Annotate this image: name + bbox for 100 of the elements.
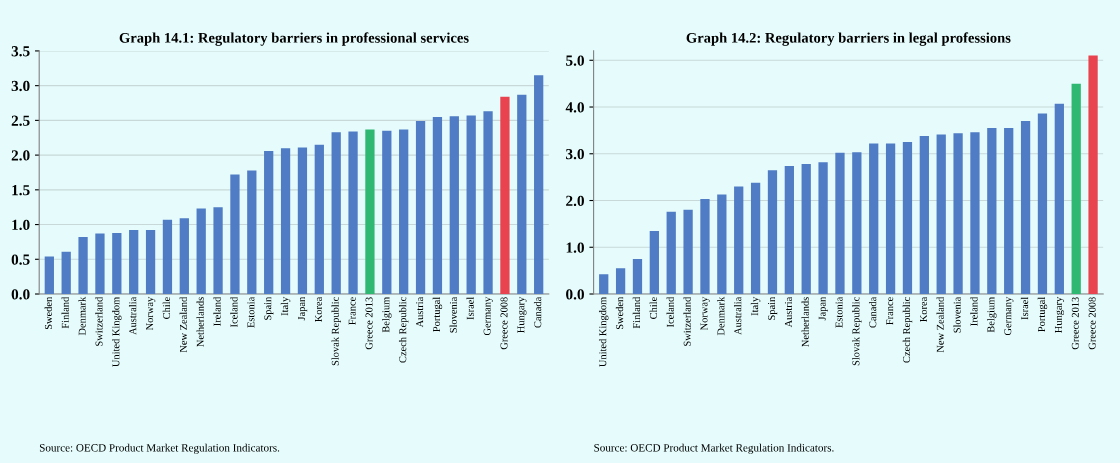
- x-tick-label: Slovenia: [449, 296, 457, 333]
- bar: [750, 182, 761, 295]
- x-tick-label: Italy: [280, 296, 291, 316]
- x-tick-label: Belgium: [987, 296, 997, 333]
- x-tick-label: Japan: [818, 296, 828, 321]
- x-tick-label: Israel: [1020, 296, 1029, 320]
- x-tick-label: Netherlands: [196, 297, 204, 347]
- bar: [869, 143, 879, 295]
- x-tick-label: Netherlands: [801, 297, 809, 347]
- bar: [432, 116, 443, 295]
- bar: [247, 170, 257, 295]
- x-tick-label: Switzerland: [95, 296, 103, 346]
- x-tick-label: Sweden: [615, 296, 624, 330]
- y-tick-label: 1.5: [12, 185, 30, 196]
- bar: [365, 129, 375, 295]
- bar: [129, 230, 139, 295]
- x-tick-label: Australia: [128, 296, 137, 335]
- x-tick-label: Denmark: [717, 296, 725, 336]
- x-tick-label: Norway: [146, 296, 156, 331]
- bar: [61, 251, 71, 295]
- bar: [449, 116, 459, 295]
- y-tick-label: 1.0: [566, 242, 584, 253]
- x-tick-label: Australia: [733, 296, 742, 335]
- x-tick-label: Spain: [768, 296, 778, 320]
- x-tick-label: Greece 2013: [1071, 297, 1079, 350]
- bar: [1071, 83, 1081, 295]
- y-tick-label: 4.0: [565, 102, 584, 113]
- y-tick-label: 0.5: [11, 254, 30, 265]
- x-tick-label: Spain: [264, 296, 274, 320]
- bar: [902, 142, 913, 295]
- bar: [1054, 103, 1064, 295]
- x-tick-label: Ireland: [213, 296, 221, 326]
- bar: [615, 268, 626, 295]
- x-tick-label: New Zealand: [936, 296, 944, 353]
- bar: [970, 132, 980, 295]
- bar: [767, 170, 778, 295]
- bar: [280, 148, 291, 295]
- source-note: Source: OECD Product Market Regulation Indicators.: [594, 443, 834, 454]
- x-tick-label: Portugal: [1037, 296, 1048, 332]
- x-tick-label: Israel: [466, 296, 474, 320]
- x-tick-label: Denmark: [78, 296, 86, 336]
- bar: [1004, 128, 1014, 295]
- x-tick-label: Switzerland: [683, 296, 691, 346]
- bar: [919, 136, 929, 295]
- bar: [683, 209, 693, 295]
- x-tick-label: Belgium: [382, 296, 392, 333]
- x-tick-label: Germany: [483, 296, 493, 336]
- bar: [599, 274, 609, 295]
- bar: [500, 96, 510, 295]
- x-tick-label: Austria: [416, 296, 424, 328]
- x-tick-label: Ireland: [970, 296, 978, 326]
- x-tick-label: Slovak Republic: [331, 297, 341, 366]
- bar: [953, 133, 963, 295]
- x-tick-label: Canada: [533, 296, 542, 328]
- x-tick-label: Estonia: [247, 296, 255, 328]
- bar: [196, 208, 206, 295]
- bar: [987, 128, 997, 295]
- bar: [297, 147, 308, 295]
- x-tick-label: New Zealand: [179, 296, 187, 353]
- bar: [112, 232, 122, 295]
- x-tick-label: Finland: [61, 296, 69, 329]
- bar: [517, 94, 527, 295]
- bar: [801, 164, 811, 295]
- x-tick-label: Slovak Republic: [852, 297, 862, 366]
- x-tick-label: Hungary: [517, 296, 527, 333]
- bar: [314, 144, 324, 295]
- bar: [331, 132, 341, 295]
- x-tick-label: Czech Republic: [398, 297, 409, 363]
- x-tick-label: Chile: [649, 297, 657, 319]
- x-tick-label: Greece 2013: [365, 297, 373, 350]
- y-tick-label: 5.0: [566, 55, 584, 66]
- bar: [1088, 55, 1098, 295]
- x-tick-label: Hungary: [1054, 296, 1065, 333]
- bar: [818, 162, 828, 295]
- y-tick-label: 0.0: [566, 289, 584, 300]
- bar: [1020, 121, 1031, 295]
- x-tick-label: Norway: [700, 296, 710, 331]
- bar: [852, 152, 862, 295]
- x-tick-label: Sweden: [44, 296, 52, 330]
- x-tick-label: Iceland: [230, 296, 238, 328]
- x-tick-label: Portugal: [432, 296, 443, 332]
- x-tick-label: Estonia: [835, 296, 843, 328]
- bar: [466, 115, 476, 295]
- bar: [1037, 113, 1048, 295]
- x-tick-label: Canada: [868, 296, 877, 328]
- bar: [95, 233, 105, 295]
- x-tick-label: France: [886, 297, 894, 325]
- x-tick-label: United Kingdom: [112, 296, 122, 367]
- x-tick-label: Chile: [162, 297, 171, 319]
- bar: [534, 75, 544, 295]
- x-tick-label: Greece 2008: [500, 297, 508, 350]
- y-tick-label: 2.0: [566, 195, 584, 207]
- y-tick-label: 3.0: [566, 148, 584, 160]
- x-tick-label: Korea: [314, 296, 322, 322]
- x-tick-label: United Kingdom: [598, 296, 609, 367]
- bar: [179, 218, 189, 295]
- x-tick-label: Italy: [750, 296, 761, 316]
- x-tick-label: Austria: [784, 296, 792, 328]
- bar: [415, 121, 426, 295]
- bar: [382, 130, 392, 295]
